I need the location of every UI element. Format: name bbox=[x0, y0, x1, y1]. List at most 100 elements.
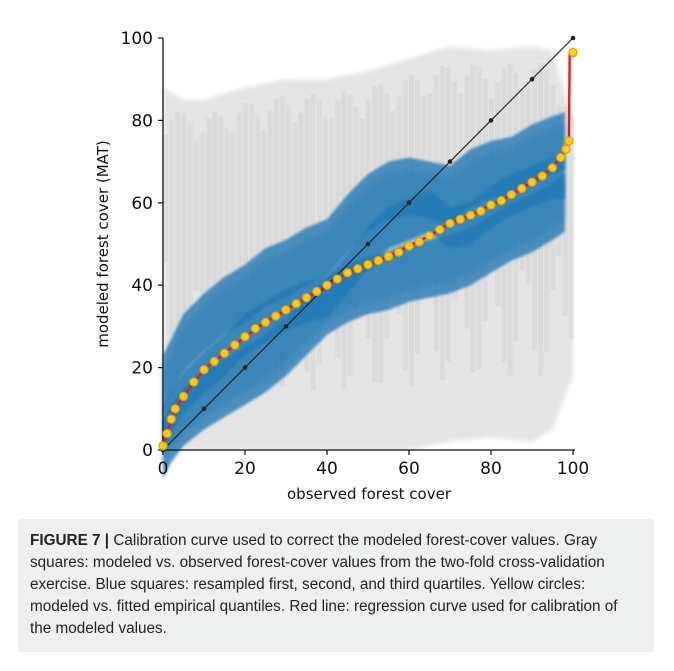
identity-marker bbox=[570, 35, 576, 41]
gray-square-column bbox=[181, 113, 187, 392]
x-tick-label: 80 bbox=[480, 459, 502, 479]
fitted-quantile-point bbox=[271, 311, 281, 321]
fitted-quantile-point bbox=[199, 365, 209, 375]
fitted-quantile-point bbox=[537, 171, 547, 181]
gray-square-column bbox=[212, 111, 218, 394]
gray-square-column bbox=[255, 115, 261, 330]
fitted-quantile-point bbox=[527, 177, 537, 187]
fitted-quantile-point bbox=[404, 241, 414, 251]
fitted-quantile-point bbox=[189, 377, 199, 387]
identity-marker bbox=[447, 159, 453, 164]
fitted-quantile-point bbox=[219, 348, 230, 358]
fitted-quantile-point bbox=[486, 200, 496, 210]
x-tick-label: 60 bbox=[398, 459, 420, 479]
fitted-quantile-point bbox=[414, 237, 424, 247]
y-tick-label: 60 bbox=[131, 194, 153, 214]
x-tick-label: 100 bbox=[557, 459, 589, 479]
fitted-quantile-point bbox=[506, 189, 517, 200]
fitted-quantile-point bbox=[291, 299, 301, 309]
gray-square-column bbox=[206, 118, 212, 374]
calibration-chart: 0 20 40 60 80 100 0 20 40 60 80 100 observed forest… bbox=[94, 29, 590, 503]
y-tick-label: 80 bbox=[131, 111, 153, 131]
gray-square-column bbox=[286, 105, 291, 347]
y-tick-label: 40 bbox=[131, 276, 153, 296]
fitted-quantile-point bbox=[496, 196, 506, 206]
gray-square-column bbox=[298, 112, 304, 316]
fitted-quantile-point bbox=[424, 231, 435, 241]
fitted-quantile-point bbox=[383, 251, 394, 262]
x-tick-label: 40 bbox=[316, 459, 338, 479]
fitted-quantile-point bbox=[445, 218, 455, 229]
x-axis-title: observed forest cover bbox=[287, 485, 452, 503]
fitted-quantile-point bbox=[170, 404, 180, 414]
identity-marker bbox=[406, 200, 412, 206]
gray-square-column bbox=[199, 132, 205, 318]
fitted-quantile-point bbox=[556, 152, 566, 163]
identity-marker bbox=[529, 76, 535, 82]
fitted-quantile-point bbox=[250, 323, 260, 334]
fitted-quantile-point bbox=[465, 210, 476, 220]
fitted-quantile-point bbox=[178, 391, 189, 402]
fitted-quantile-point bbox=[301, 292, 312, 303]
fitted-quantile-point bbox=[240, 332, 250, 342]
fitted-quantile-point bbox=[517, 183, 527, 194]
axes bbox=[162, 38, 575, 451]
caption-text: Calibration curve used to correct the mo… bbox=[30, 532, 618, 637]
fitted-quantile-point bbox=[455, 214, 465, 224]
fitted-quantile-point bbox=[547, 163, 558, 173]
gray-square-column bbox=[273, 98, 279, 384]
identity-marker bbox=[488, 118, 494, 123]
identity-marker bbox=[365, 241, 371, 247]
fitted-quantile-point bbox=[322, 280, 332, 290]
gray-square-column bbox=[218, 115, 224, 371]
fitted-quantile-point bbox=[373, 255, 383, 266]
gray-square-column bbox=[242, 103, 248, 391]
gray-square-column bbox=[261, 130, 267, 266]
fitted-quantile-point bbox=[564, 136, 574, 146]
fitted-quantile-point bbox=[435, 224, 445, 235]
fitted-quantile-point bbox=[353, 264, 363, 274]
fitted-quantile-point bbox=[568, 47, 578, 58]
figure-caption: FIGURE 7 | Calibration curve used to cor… bbox=[18, 519, 654, 652]
y-tick-label: 20 bbox=[131, 359, 153, 379]
gray-square-column bbox=[322, 116, 328, 300]
gray-square-column bbox=[292, 122, 298, 277]
fitted-quantile-point bbox=[476, 206, 486, 216]
x-tick-label: 0 bbox=[158, 459, 169, 479]
gray-square-column bbox=[230, 131, 236, 293]
y-tick-label: 100 bbox=[121, 29, 153, 49]
gray-square-column bbox=[175, 111, 181, 384]
fitted-quantile-point bbox=[342, 268, 353, 278]
tick-marks: 0 20 40 60 80 100 0 20 40 60 80 100 bbox=[121, 29, 590, 479]
gray-square-column bbox=[568, 118, 574, 340]
gray-square-column bbox=[562, 107, 568, 316]
identity-line bbox=[160, 35, 576, 453]
fitted-quantile-circles bbox=[158, 47, 578, 451]
identity-marker bbox=[283, 324, 289, 329]
blue-quartile-bands bbox=[163, 112, 565, 479]
fitted-quantile-point bbox=[158, 441, 168, 451]
y-axis-title: modeled forest cover (MAT) bbox=[94, 140, 112, 348]
gray-square-column bbox=[249, 104, 255, 380]
fitted-quantile-point bbox=[312, 286, 322, 297]
gray-square-column bbox=[329, 118, 335, 292]
gray-square-column bbox=[236, 113, 242, 358]
gray-square-column bbox=[169, 119, 175, 336]
gray-square-column bbox=[267, 111, 273, 338]
gray-square-column bbox=[163, 134, 168, 262]
gray-square-column bbox=[224, 128, 230, 311]
y-tick-label: 0 bbox=[142, 441, 153, 461]
quartile-band-envelope bbox=[163, 124, 565, 467]
fitted-quantile-point bbox=[166, 414, 176, 424]
x-tick-label: 20 bbox=[234, 459, 256, 479]
fitted-quantile-point bbox=[162, 428, 172, 439]
fitted-quantile-point bbox=[260, 317, 271, 327]
fitted-quantile-point bbox=[209, 356, 219, 367]
fitted-quantile-point bbox=[332, 274, 342, 284]
fitted-quantile-point bbox=[561, 144, 571, 154]
fitted-quantile-point bbox=[230, 340, 240, 350]
identity-marker bbox=[201, 406, 207, 412]
gray-square-column bbox=[187, 123, 193, 357]
fitted-quantile-point bbox=[394, 247, 404, 257]
fitted-quantile-point bbox=[281, 305, 291, 315]
